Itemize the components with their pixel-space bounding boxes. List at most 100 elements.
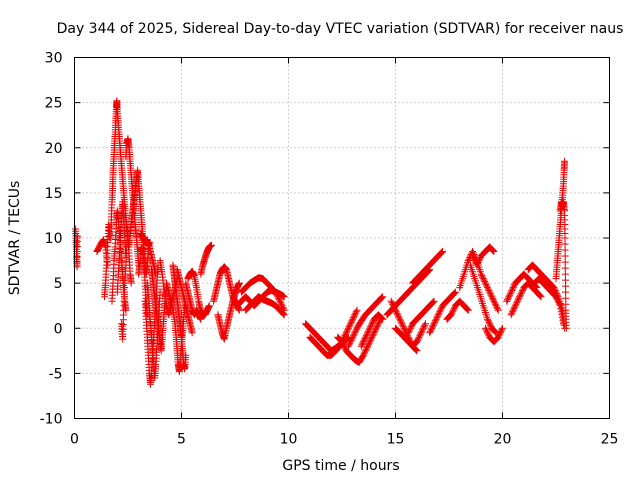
data-point [366, 338, 374, 346]
data-point [413, 347, 421, 355]
data-point [367, 335, 375, 343]
data-point [485, 287, 493, 295]
data-point [506, 291, 514, 299]
data-point [429, 299, 437, 307]
data-point [515, 294, 523, 302]
data-point [277, 300, 285, 308]
data-point [508, 309, 516, 317]
data-point [427, 327, 434, 335]
data-point [359, 351, 367, 359]
data-point [504, 294, 512, 302]
data-point [493, 303, 501, 311]
data-point [486, 320, 494, 328]
data-point [348, 335, 356, 343]
data-point [197, 315, 205, 323]
data-point [375, 318, 383, 326]
data-point [188, 329, 196, 337]
data-point [378, 293, 386, 301]
data-point [415, 333, 423, 341]
data-point [553, 296, 561, 304]
data-point [562, 294, 570, 302]
data-point [412, 345, 419, 353]
tick-labels: 0 5 10 15 20 25 -10 -5 0 5 10 15 20 25 30 [40, 51, 619, 448]
data-point [552, 293, 560, 301]
data-point [449, 306, 457, 314]
data-point [484, 317, 492, 325]
y-tick-label: 5 [54, 276, 63, 292]
data-point [494, 306, 502, 314]
data-point [489, 296, 497, 304]
data-point [280, 311, 288, 319]
data-point [373, 323, 381, 331]
data-point [367, 323, 374, 331]
data-points [72, 97, 570, 388]
data-point [398, 320, 406, 328]
data-point [352, 309, 360, 317]
data-point [365, 326, 373, 334]
data-point [421, 321, 429, 329]
y-tick-label: 10 [45, 231, 63, 247]
data-point [503, 297, 511, 305]
data-point [341, 344, 349, 352]
data-point [554, 297, 562, 305]
data-point [349, 332, 357, 340]
data-point [378, 315, 386, 322]
data-point [481, 278, 489, 286]
x-tick-label: 0 [70, 432, 79, 448]
data-point [494, 333, 502, 341]
data-point [352, 327, 360, 335]
data-point [400, 324, 408, 332]
data-point [418, 327, 426, 335]
data-point [414, 336, 422, 344]
data-point [359, 339, 367, 347]
data-point [372, 324, 380, 332]
data-point [516, 291, 524, 299]
data-point [497, 327, 505, 335]
data-point [353, 306, 361, 314]
data-point [506, 290, 514, 298]
data-point [347, 338, 355, 346]
data-point [504, 296, 511, 304]
data-point [416, 332, 424, 340]
x-axis-title: GPS time / hours [282, 458, 399, 474]
data-point [477, 270, 485, 278]
data-point [371, 327, 379, 335]
data-point [491, 300, 499, 308]
data-point [276, 297, 284, 305]
data-point [377, 294, 385, 302]
data-point [550, 284, 558, 292]
data-point [396, 315, 404, 323]
data-point [561, 246, 569, 254]
data-point [481, 279, 489, 287]
data-point [208, 241, 215, 249]
data-point [561, 252, 569, 260]
data-point [450, 290, 458, 298]
data-point [433, 314, 441, 322]
x-tick-label: 5 [177, 432, 186, 448]
data-point [490, 297, 498, 305]
data-point [342, 330, 350, 338]
data-point [342, 329, 350, 337]
data-point [365, 339, 373, 347]
data-point [489, 247, 497, 255]
data-point [561, 270, 569, 278]
data-point [451, 289, 459, 297]
data-point [348, 317, 356, 325]
data-point [369, 330, 377, 338]
data-point [280, 310, 287, 318]
data-point [344, 326, 352, 334]
data-point [361, 335, 369, 343]
data-point [561, 240, 569, 248]
data-point [482, 326, 490, 334]
data-point [509, 284, 517, 292]
data-point [447, 311, 455, 319]
data-point [469, 252, 476, 260]
data-point [389, 300, 397, 308]
data-point [392, 306, 399, 314]
data-point [369, 332, 377, 340]
data-point [420, 323, 428, 331]
data-point [364, 341, 372, 349]
data-point [374, 321, 382, 329]
data-point [347, 318, 355, 326]
data-point [555, 299, 563, 307]
